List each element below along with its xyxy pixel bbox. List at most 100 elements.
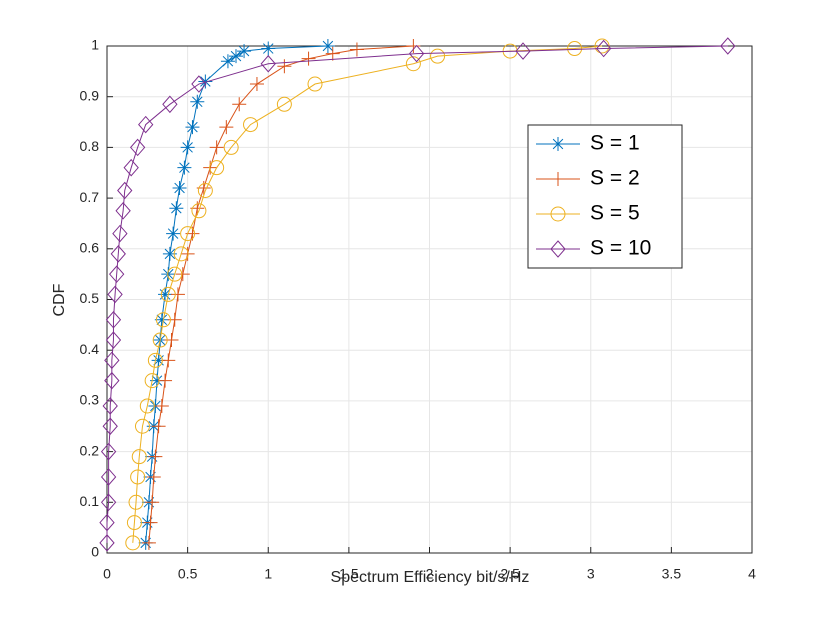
marker	[320, 39, 335, 53]
marker	[158, 287, 173, 302]
legend-label: S = 2	[590, 167, 640, 190]
marker	[166, 226, 181, 241]
marker	[175, 267, 190, 282]
legend-marker	[550, 240, 566, 258]
legend-label: S = 10	[590, 237, 651, 260]
y-tick-label: 0.5	[80, 290, 100, 306]
marker	[145, 495, 160, 510]
marker	[197, 183, 213, 198]
marker	[198, 74, 213, 89]
marker	[243, 117, 259, 133]
marker	[147, 352, 163, 368]
legend-label: S = 5	[590, 202, 640, 225]
marker	[102, 417, 118, 436]
marker	[209, 160, 225, 176]
marker	[190, 94, 205, 109]
series-line	[106, 45, 728, 543]
marker	[125, 535, 141, 551]
marker	[237, 44, 252, 59]
marker	[99, 534, 115, 552]
marker	[100, 493, 117, 512]
y-tick-label: 0.6	[80, 240, 100, 256]
x-tick-label: 2.5	[500, 566, 520, 582]
marker	[301, 51, 316, 66]
marker	[139, 398, 155, 414]
y-tick-label: 0.1	[80, 493, 100, 509]
marker	[160, 286, 176, 302]
marker	[405, 56, 421, 72]
legend-marker	[551, 172, 565, 186]
x-tick-label: 0.5	[178, 566, 198, 582]
marker	[219, 120, 234, 135]
marker	[105, 311, 122, 329]
marker	[123, 158, 139, 177]
marker	[232, 97, 247, 112]
marker	[141, 535, 156, 550]
marker	[154, 312, 169, 327]
marker	[151, 353, 166, 368]
marker	[220, 54, 235, 69]
marker	[515, 42, 531, 60]
marker	[143, 515, 158, 530]
marker	[117, 181, 133, 200]
legend-marker	[551, 137, 565, 151]
y-tick-label: 0.9	[80, 87, 100, 103]
marker	[148, 449, 163, 464]
marker	[128, 494, 144, 510]
marker	[261, 41, 276, 56]
marker	[164, 333, 179, 348]
marker	[191, 203, 207, 219]
x-tick-label: 4	[748, 566, 756, 582]
marker	[100, 442, 117, 461]
marker	[567, 41, 583, 57]
marker	[144, 373, 160, 389]
marker	[408, 44, 425, 63]
y-tick-label: 0.3	[80, 392, 100, 408]
marker	[177, 160, 192, 175]
x-tick-label: 3.5	[662, 566, 682, 582]
y-tick-label: 0	[91, 544, 99, 560]
marker	[129, 138, 146, 157]
marker	[170, 287, 185, 302]
marker	[276, 96, 292, 112]
marker	[162, 246, 177, 261]
marker	[138, 115, 154, 134]
marker	[109, 265, 125, 283]
x-tick-label: 3	[587, 566, 595, 582]
x-tick-label: 0	[103, 566, 111, 582]
marker	[430, 48, 446, 64]
marker	[162, 95, 178, 114]
marker	[151, 419, 166, 434]
marker	[325, 46, 340, 61]
marker	[161, 267, 176, 282]
marker	[126, 515, 142, 531]
marker	[180, 226, 196, 242]
marker	[595, 39, 612, 58]
marker	[209, 140, 224, 155]
legend-label: S = 1	[590, 132, 640, 155]
marker	[161, 353, 176, 368]
y-tick-label: 0.8	[80, 138, 100, 154]
marker	[720, 37, 736, 55]
marker	[277, 59, 292, 74]
marker	[131, 449, 147, 465]
marker	[154, 398, 169, 413]
marker	[102, 397, 118, 415]
y-axis-label: CDF	[51, 283, 68, 316]
marker	[152, 332, 168, 348]
marker	[104, 371, 120, 390]
marker	[105, 331, 122, 349]
marker	[172, 180, 187, 195]
marker	[307, 76, 323, 92]
marker	[406, 39, 421, 53]
axes-box	[106, 45, 753, 554]
marker	[185, 120, 200, 135]
marker	[260, 54, 276, 73]
marker	[180, 246, 195, 261]
marker	[180, 140, 195, 155]
series-line	[148, 45, 414, 543]
y-tick-label: 1	[91, 37, 99, 53]
marker	[223, 139, 239, 155]
marker	[167, 312, 182, 327]
y-tick-label: 0.4	[80, 341, 100, 357]
